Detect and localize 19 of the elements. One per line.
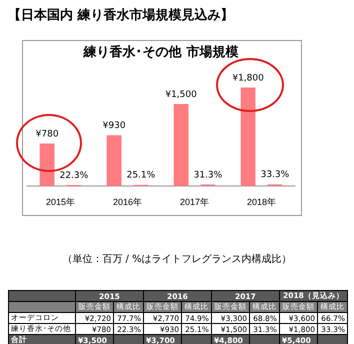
data-label: 33.3% <box>260 170 290 180</box>
chart-title: 練り香水･その他 市場規模 <box>82 44 238 60</box>
bar <box>40 143 54 186</box>
data-label: ¥780 <box>36 129 59 140</box>
text: 【日本国内 練り香水市場規模見込み】 <box>8 6 234 24</box>
x-tick-label: 2016年 <box>112 197 142 208</box>
x-tick-label: 2015年 <box>46 197 76 208</box>
bar <box>240 88 256 186</box>
x-tick-label: 2017年 <box>180 197 210 208</box>
data-label: ¥1,500 <box>165 90 198 100</box>
text: （単位：百万 / %はライトフレグランス内構成比） <box>61 252 293 266</box>
data-label: ¥1,800 <box>232 73 264 84</box>
data-label: 31.3% <box>194 170 223 180</box>
x-tick-label: 2018年 <box>246 197 276 208</box>
bar <box>106 135 122 186</box>
bar <box>174 104 188 186</box>
data-label: ¥930 <box>102 121 126 132</box>
data-label: 25.1% <box>126 170 156 181</box>
data-label: 22.3% <box>60 170 89 181</box>
